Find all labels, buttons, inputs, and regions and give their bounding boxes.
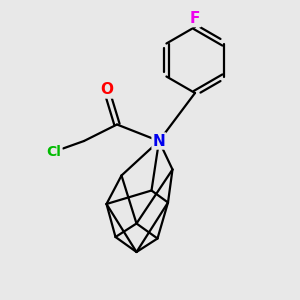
Text: Cl: Cl — [46, 145, 62, 158]
Text: N: N — [153, 134, 165, 148]
Text: F: F — [190, 11, 200, 26]
Text: O: O — [100, 82, 113, 98]
